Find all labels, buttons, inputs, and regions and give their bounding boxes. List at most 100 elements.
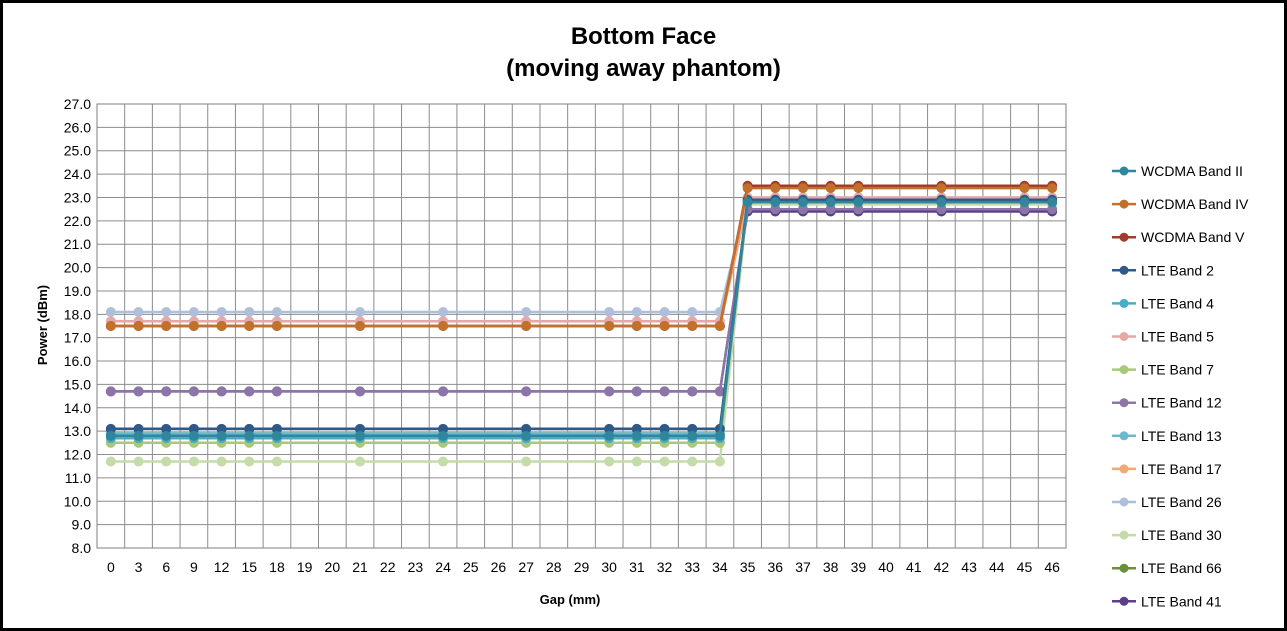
- legend-label: LTE Band 2: [1141, 262, 1214, 278]
- data-point: [355, 456, 366, 467]
- data-point: [244, 306, 255, 317]
- data-point: [1019, 183, 1030, 194]
- data-point: [216, 306, 227, 317]
- data-point: [659, 386, 670, 397]
- data-point: [244, 430, 255, 441]
- data-point: [133, 456, 144, 467]
- x-tick-label: 37: [795, 559, 811, 575]
- x-tick-label: 43: [961, 559, 977, 575]
- x-tick-label: 3: [135, 559, 143, 575]
- data-point: [105, 430, 116, 441]
- data-point: [521, 321, 532, 331]
- legend-item: LTE Band 17: [1112, 461, 1222, 477]
- y-axis-label: Power (dBm): [35, 285, 50, 365]
- series-line: [110, 200, 1053, 438]
- x-tick-label: 0: [107, 559, 115, 575]
- x-tick-label: 35: [740, 559, 756, 575]
- chart-subtitle: (moving away phantom): [506, 55, 781, 82]
- data-point: [244, 386, 255, 397]
- legend-swatch-marker: [1119, 398, 1129, 408]
- data-point: [133, 386, 144, 397]
- y-tick-label: 14.0: [64, 400, 91, 416]
- data-point: [355, 321, 366, 331]
- data-point: [216, 386, 227, 397]
- x-tick-label: 45: [1017, 559, 1033, 575]
- legend-label: LTE Band 7: [1141, 362, 1214, 378]
- legend-swatch-marker: [1119, 232, 1129, 242]
- data-point: [770, 197, 781, 208]
- data-point: [271, 456, 282, 467]
- x-tick-label: 42: [934, 559, 950, 575]
- legend-item: LTE Band 12: [1112, 395, 1222, 411]
- x-tick-label: 9: [190, 559, 198, 575]
- legend-swatch-marker: [1119, 298, 1129, 308]
- legend-label: LTE Band 4: [1141, 295, 1214, 311]
- series-lte-band-12: [105, 204, 1058, 397]
- y-tick-label: 27.0: [64, 96, 91, 112]
- legend-item: WCDMA Band II: [1112, 163, 1243, 179]
- x-axis-label: Gap (mm): [540, 592, 601, 607]
- legend-swatch-marker: [1119, 563, 1129, 573]
- data-point: [687, 306, 698, 317]
- data-point: [271, 386, 282, 397]
- legend-item: WCDMA Band IV: [1112, 196, 1249, 212]
- series-line: [110, 196, 1053, 314]
- data-point: [604, 321, 615, 331]
- x-tick-label: 20: [325, 559, 341, 575]
- x-tick-label: 40: [878, 559, 894, 575]
- data-point: [133, 430, 144, 441]
- legend-item: LTE Band 26: [1112, 494, 1222, 510]
- y-tick-label: 19.0: [64, 283, 91, 299]
- data-point: [161, 430, 172, 441]
- legend-label: WCDMA Band V: [1141, 229, 1245, 245]
- data-point: [604, 456, 615, 467]
- series-line: [110, 198, 1053, 435]
- data-point: [714, 430, 725, 441]
- y-tick-label: 13.0: [64, 423, 91, 439]
- x-tick-label: 41: [906, 559, 922, 575]
- data-point: [188, 430, 199, 441]
- data-point: [853, 183, 864, 194]
- data-point: [659, 430, 670, 441]
- legend-swatch-marker: [1119, 166, 1129, 176]
- x-tick-label: 15: [241, 559, 257, 575]
- legend-label: WCDMA Band IV: [1141, 196, 1249, 212]
- data-point: [355, 386, 366, 397]
- data-point: [521, 306, 532, 317]
- data-point: [438, 321, 449, 331]
- y-tick-label: 12.0: [64, 447, 91, 463]
- data-point: [521, 430, 532, 441]
- series-wcdma-band-iv: [105, 183, 1058, 331]
- y-tick-label: 16.0: [64, 353, 91, 369]
- legend-item: WCDMA Band V: [1112, 229, 1245, 245]
- data-point: [631, 386, 642, 397]
- data-point: [438, 306, 449, 317]
- axes: 8.0 9.0 10.0 11.0 12.0 13.0 14.0 15.0 16.0 17.0 18…: [64, 96, 1067, 575]
- series-lte-band-5: [105, 192, 1058, 327]
- data-point: [742, 197, 753, 208]
- legend-item: LTE Band 2: [1112, 262, 1214, 278]
- legend-item: LTE Band 30: [1112, 527, 1222, 543]
- legend-swatch-marker: [1119, 199, 1129, 209]
- data-point: [161, 386, 172, 397]
- legend-swatch-marker: [1119, 464, 1129, 474]
- y-tick-label: 20.0: [64, 260, 91, 276]
- data-point: [631, 430, 642, 441]
- plot-area-border: [96, 103, 1067, 549]
- data-point: [604, 386, 615, 397]
- x-tick-label: 31: [629, 559, 645, 575]
- legend-item: LTE Band 4: [1112, 295, 1214, 311]
- legend-label: LTE Band 26: [1141, 494, 1222, 510]
- data-point: [105, 386, 116, 397]
- data-point: [797, 183, 808, 194]
- legend-swatch-marker: [1119, 497, 1129, 507]
- data-point: [244, 321, 255, 331]
- data-point: [825, 183, 836, 194]
- x-tick-label: 27: [518, 559, 534, 575]
- x-tick-label: 26: [491, 559, 507, 575]
- series-lines: [105, 180, 1058, 467]
- data-point: [161, 321, 172, 331]
- data-point: [438, 456, 449, 467]
- legend-label: LTE Band 12: [1141, 395, 1222, 411]
